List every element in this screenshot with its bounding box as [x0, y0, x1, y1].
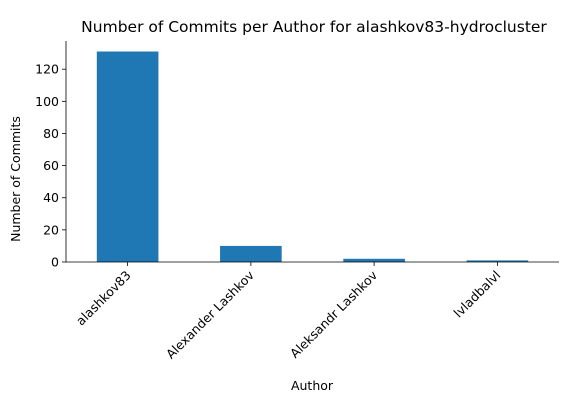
y-axis-label: Number of Commits: [8, 116, 23, 242]
y-tick-label-4: 80: [43, 126, 59, 141]
y-axis: 0 20 40 60 80 100 120: [35, 41, 66, 270]
chart-title: Number of Commits per Author for alashko…: [81, 18, 547, 36]
y-tick-label-5: 100: [35, 94, 59, 109]
y-tick-label-1: 20: [43, 222, 59, 237]
x-axis-label: Author: [291, 378, 334, 393]
x-tick-label-2: Aleksandr Lashkov: [287, 267, 381, 361]
y-tick-label-0: 0: [51, 255, 59, 270]
x-axis: alashkov83 Alexander Lashkov Aleksandr Las…: [66, 262, 559, 362]
bar-1: [220, 246, 282, 262]
bar-2: [343, 259, 405, 262]
x-tick-label-1: Alexander Lashkov: [163, 267, 258, 362]
y-tick-label-2: 40: [43, 190, 59, 205]
bar-0: [97, 52, 159, 262]
bars-layer: [97, 52, 528, 262]
y-tick-label-3: 60: [43, 158, 59, 173]
x-tick-label-3: lvladbalvl: [451, 268, 504, 321]
x-tick-label-0: alashkov83: [73, 268, 134, 329]
y-tick-label-6: 120: [35, 62, 59, 77]
